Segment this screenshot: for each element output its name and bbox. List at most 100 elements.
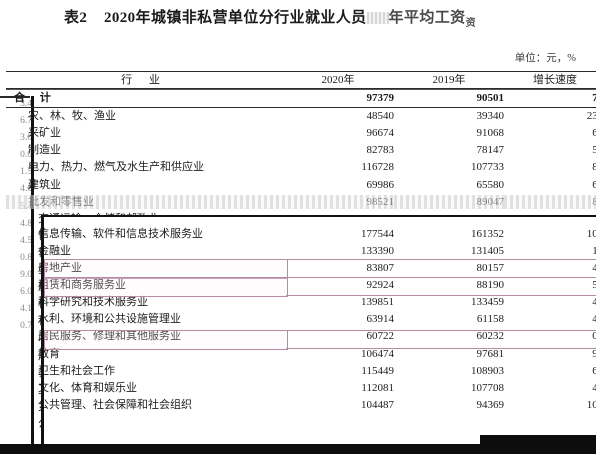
table-row: 水利、环境和公共设施管理业 63914 611584.5 <box>6 311 600 328</box>
background-value: 1.5 <box>20 167 32 178</box>
background-value: 9.0 <box>20 269 32 280</box>
cell-wage-2019: 107708 <box>471 381 504 394</box>
column-header-industry: 行 业 <box>121 74 167 86</box>
highlight-line-finance-top <box>286 277 600 278</box>
cell-wage-2020: 69986 <box>366 178 395 191</box>
cell-wage-2019: 78147 <box>476 144 505 157</box>
background-value: 6.7 <box>20 116 32 127</box>
table-row: 公共管理、社会保障和社会组织 104487 94369 10.7 <box>6 397 600 414</box>
cell-wage-2020: 63914 <box>366 313 395 326</box>
background-value: 4.8 <box>20 218 32 229</box>
cell-wage-2020: 116728 <box>361 161 394 174</box>
background-value: 0.0 <box>20 150 32 161</box>
cell-wage-2020: 98521 <box>282 194 394 211</box>
cell-growth-rate: 4.5 <box>504 311 600 328</box>
cell-industry: 合 计 <box>14 92 57 105</box>
unit-note: 单位：元，% <box>514 53 576 64</box>
background-value: 0.8 <box>20 252 32 263</box>
table-row: 房地产业 83807 801574.6 <box>6 260 600 277</box>
title-noise-artifact <box>366 12 389 24</box>
cell-industry: 信息传输、软件和信息技术服务业 <box>38 227 203 240</box>
cell-industry: 电力、热力、燃气及水生产和供应业 <box>28 161 204 174</box>
cell-wage-2019: 90501 <box>476 92 505 105</box>
table-row: 文化、体育和娱乐业 112081 1077084.1 <box>6 380 600 397</box>
cell-wage-2019: 131405 <box>471 244 504 257</box>
cell-wage-2020: 82783 <box>366 144 395 157</box>
cell-wage-2019: 60232 <box>476 330 505 343</box>
cell-wage-2019: 108903 <box>471 364 504 377</box>
cell-industry: 批发和零售业 <box>6 194 282 211</box>
highlight-line-finance-bottom <box>286 295 600 296</box>
table-row: 电力、热力、燃气及水生产和供应业1167281077338.3 <box>6 159 600 176</box>
table-head: 行 业 2020年 2019年 增长速度 <box>6 71 600 90</box>
cell-industry: 公共管理、社会保障和社会组织 <box>38 398 192 411</box>
table-row: 金融业 133390 1314051.5 <box>6 243 600 260</box>
table-row: 信息传输、软件和信息技术服务业 177544 161352 10.0 <box>6 226 600 243</box>
cell-wage-2020: 60722 <box>366 330 395 343</box>
cell-growth-rate: 4.1 <box>504 380 600 397</box>
background-value: 3.4 <box>20 99 32 109</box>
title-garbled-text: 年平均工资 <box>388 10 466 26</box>
page-title: 表2 2020年城镇非私营单位分行业就业人员 年平均工资资 <box>0 6 540 29</box>
cell-wage-2020: 83807 <box>366 262 395 275</box>
highlight-line-science-bottom <box>286 348 600 349</box>
table-row: 科学研究和技术服务业 139851 1334594.8 <box>6 294 600 311</box>
background-value: 4.6 <box>20 184 32 195</box>
background-value: 6.0 <box>20 287 32 298</box>
cell-wage-2019: 97681 <box>476 347 505 360</box>
cell-wage-2019: 61158 <box>476 313 504 326</box>
table-row: 居民服务、修理和其他服务业60722602320.8 <box>6 328 600 345</box>
cell-industry: 卫生和社会工作 <box>38 364 115 377</box>
table-header-row: 行 业 2020年 2019年 增长速度 <box>6 71 600 90</box>
cell-industry: 文化、体育和娱乐业 <box>38 381 137 394</box>
cell-wage-2019: 133459 <box>471 296 504 309</box>
cell-wage-2020: 106474 <box>361 347 394 360</box>
cell-wage-2019: 91068 <box>476 127 505 140</box>
cell-industry: 制造业 <box>28 144 61 157</box>
table-row: 批发和零售业98521890478.5 <box>6 194 600 211</box>
cell-growth-rate: 6.0 <box>504 363 600 380</box>
background-vertical-edge <box>31 96 34 448</box>
bottom-clip-bar <box>0 444 600 454</box>
cell-growth-rate: 10.0 <box>586 227 600 240</box>
title-tail: 资 <box>465 18 476 29</box>
bottom-clip-white <box>80 435 480 444</box>
title-main: 2020年城镇非私营单位分行业就业人员 <box>103 10 367 26</box>
cell-industry: 金融业 <box>38 244 71 257</box>
overlay-left-edge <box>41 216 44 454</box>
cell-wage-2020: 177544 <box>361 227 394 240</box>
cell-wage-2020: 92924 <box>366 279 395 292</box>
foreground-overlay-panel <box>41 216 600 455</box>
column-header-2020: 2020年 <box>321 74 355 86</box>
cell-wage-2020: 97379 <box>366 92 395 105</box>
cell-wage-2019: 107733 <box>471 161 504 174</box>
overlay-wage-table: 信息传输、软件和信息技术服务业 177544 161352 10.0 金融业 133390… <box>6 71 600 414</box>
highlight-line-science-top <box>286 330 600 331</box>
cell-industry: 采矿业 <box>28 127 61 140</box>
overlay-table-body: 信息传输、软件和信息技术服务业 177544 161352 10.0 金融业 133390… <box>6 71 600 414</box>
overlay-top-edge <box>41 215 600 217</box>
cell-wage-2019: 80157 <box>476 262 505 275</box>
table-row: 制造业82783781475.9 <box>6 142 600 159</box>
cell-wage-2019: 161352 <box>471 227 504 240</box>
cell-wage-2019: 65580 <box>476 178 505 191</box>
background-value: 4.1 <box>20 304 32 315</box>
cell-wage-2020: 104487 <box>361 398 394 411</box>
cell-wage-2020: 133390 <box>361 244 394 257</box>
cell-wage-2019: 94369 <box>476 398 505 411</box>
background-value: 4.5 <box>20 235 32 246</box>
cell-industry: 农、林、牧、渔业 <box>28 110 116 123</box>
table-row: 卫生和社会工作 115449 1089036.0 <box>6 363 600 380</box>
cell-wage-2020: 115449 <box>361 364 394 377</box>
cell-growth-rate: 5.4 <box>504 277 600 294</box>
cell-growth-rate: 10.7 <box>586 398 600 411</box>
bottom-clip-dark <box>480 435 600 444</box>
cell-industry: 房地产业 <box>38 262 82 275</box>
cell-industry: 科学研究和技术服务业 <box>38 296 148 309</box>
table-row: 租赁和商务服务业 92924 881905.4 <box>6 277 600 294</box>
cell-wage-2020: 96674 <box>366 127 395 140</box>
background-value: 0.7 <box>20 321 32 332</box>
cell-wage-2020: 112081 <box>361 381 394 394</box>
cell-industry: 居民服务、修理和其他服务业 <box>38 330 181 343</box>
background-value: 3.0 <box>20 133 32 144</box>
